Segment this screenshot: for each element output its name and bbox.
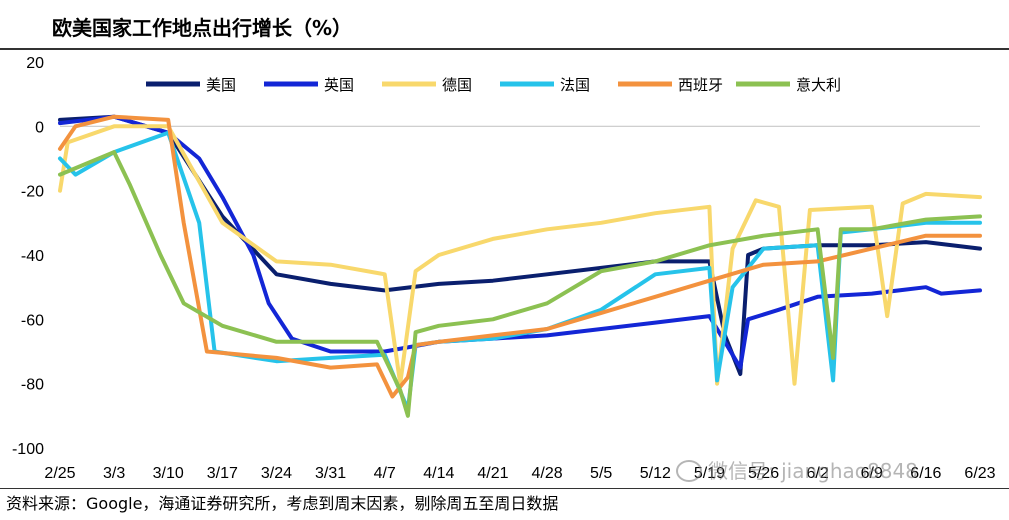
y-tick-label: 0 [35, 119, 44, 136]
watermark: 微信号: jianghao8848 [676, 456, 918, 486]
wechat-icon [676, 460, 702, 482]
x-tick-label: 6/9 [861, 465, 883, 482]
legend-label: 美国 [206, 76, 236, 94]
legend-label: 英国 [324, 76, 354, 94]
watermark-text: 微信号: jianghao8848 [708, 459, 918, 483]
x-tick-label: 3/3 [103, 465, 125, 482]
source-note: 资料来源：Google，海通证券研究所，考虑到周末因素，剔除周五至周日数据 [6, 494, 559, 513]
y-tick-label: -40 [21, 248, 44, 265]
legend-label: 法国 [560, 76, 590, 94]
y-tick-label: 20 [26, 55, 44, 72]
x-tick-label: 3/24 [261, 465, 292, 482]
x-tick-label: 6/16 [910, 465, 941, 482]
x-tick-label: 3/10 [153, 465, 184, 482]
x-tick-label: 5/26 [748, 465, 779, 482]
x-tick-label: 3/31 [315, 465, 346, 482]
legend-label: 意大利 [796, 76, 841, 94]
x-tick-label: 5/5 [590, 465, 612, 482]
y-tick-label: -80 [21, 377, 44, 394]
x-tick-label: 4/7 [374, 465, 396, 482]
bottom-divider [0, 488, 1009, 489]
x-tick-label: 3/17 [207, 465, 238, 482]
x-tick-label: 6/23 [964, 465, 995, 482]
y-tick-label: -20 [21, 184, 44, 201]
top-divider [0, 48, 1009, 50]
x-tick-label: 6/2 [807, 465, 829, 482]
chart-title: 欧美国家工作地点出行增长（%） [52, 16, 353, 40]
x-tick-label: 4/14 [423, 465, 454, 482]
x-tick-label: 5/12 [640, 465, 671, 482]
series-line [58, 150, 982, 418]
x-tick-label: 2/25 [44, 465, 75, 482]
series-line [58, 124, 982, 386]
x-tick-label: 4/21 [477, 465, 508, 482]
series-line [58, 130, 982, 412]
y-tick-label: -100 [12, 441, 44, 458]
y-tick-label: -60 [21, 312, 44, 329]
x-tick-label: 4/28 [531, 465, 562, 482]
legend-label: 西班牙 [678, 76, 723, 94]
legend-label: 德国 [442, 76, 472, 94]
